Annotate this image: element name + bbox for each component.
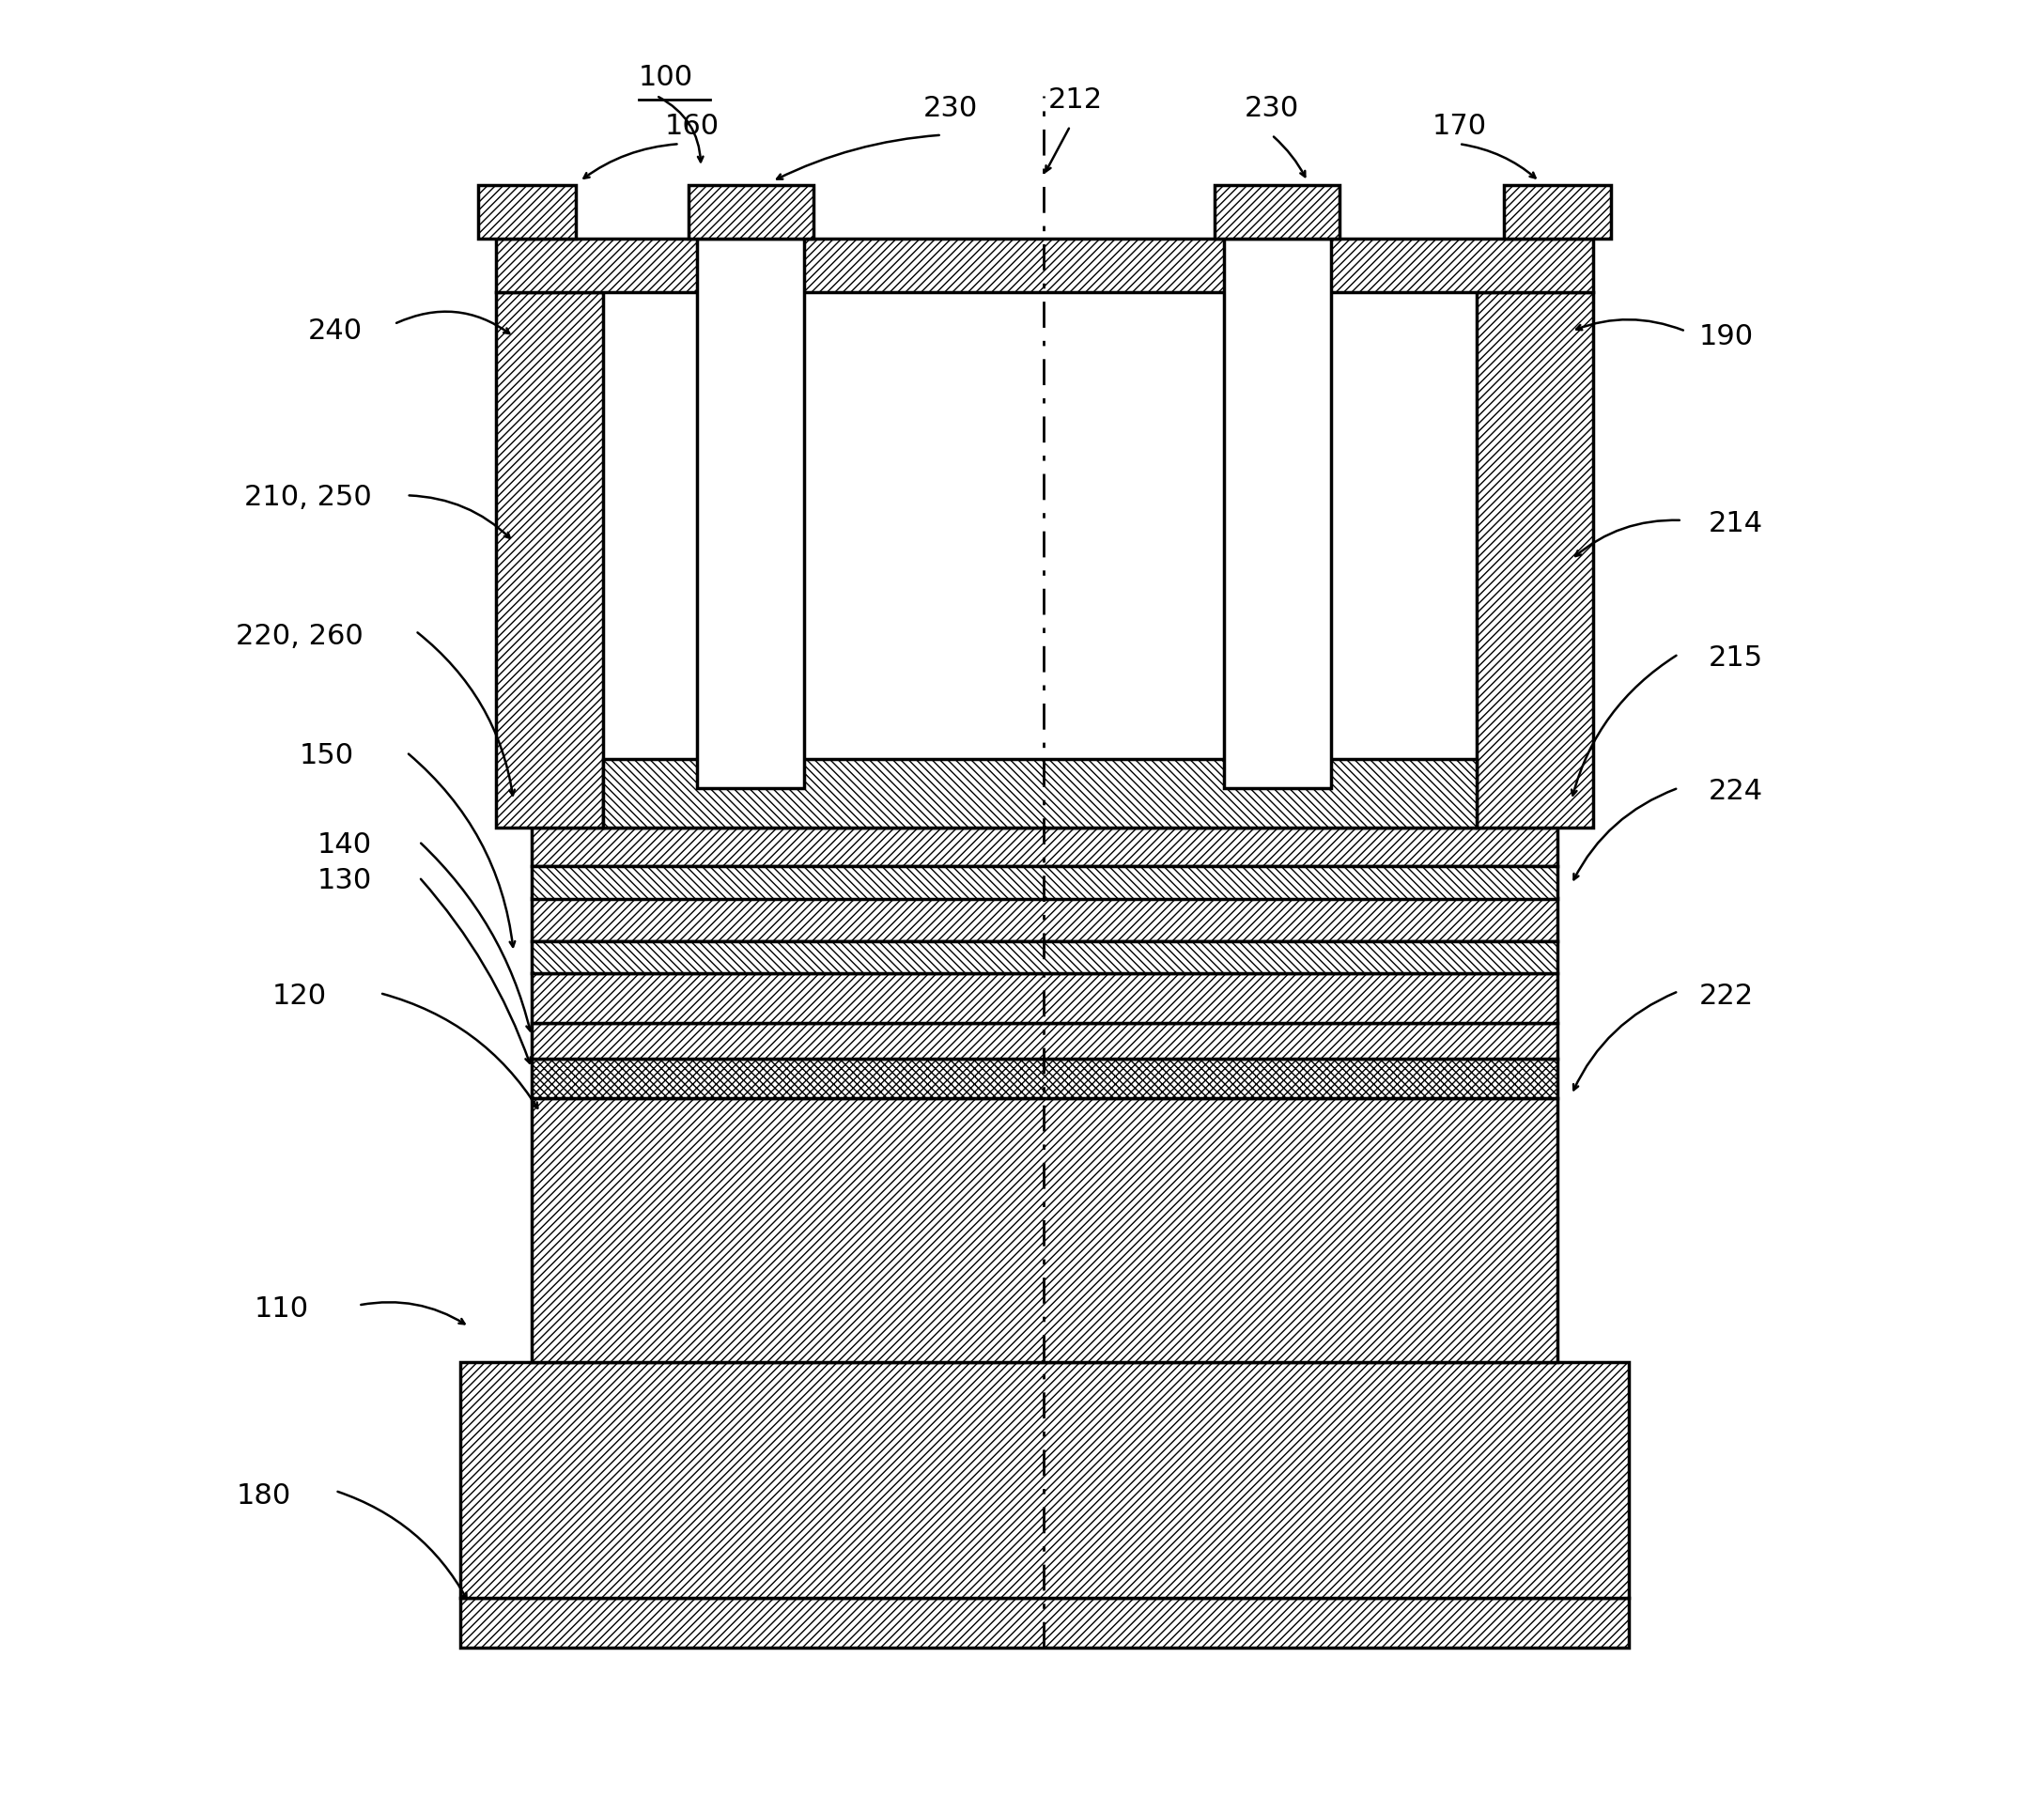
Text: 224: 224 (1709, 778, 1762, 805)
Text: 222: 222 (1699, 983, 1754, 1010)
Bar (497, 291, 603, 827)
Bar (497, 239, 1592, 291)
Bar (1504, 185, 1611, 239)
Bar (603, 760, 1478, 827)
Text: 150: 150 (298, 742, 354, 769)
Bar (1478, 291, 1592, 827)
Text: 215: 215 (1709, 643, 1762, 672)
Bar (531, 1098, 1558, 1362)
Text: 210, 250: 210, 250 (245, 483, 372, 510)
Bar (531, 1022, 1558, 1058)
Text: 220, 260: 220, 260 (235, 622, 364, 651)
Bar (603, 291, 1478, 827)
Text: 170: 170 (1431, 113, 1486, 140)
Bar (1214, 185, 1339, 239)
Text: 100: 100 (638, 65, 693, 92)
Bar (531, 1058, 1558, 1098)
Bar (478, 185, 576, 239)
Bar (1224, 239, 1331, 787)
Bar (460, 1362, 1629, 1598)
Text: 180: 180 (237, 1483, 290, 1509)
Bar (531, 974, 1558, 1022)
Bar (689, 185, 814, 239)
Bar (531, 898, 1558, 942)
Text: 212: 212 (1049, 86, 1104, 113)
Text: 214: 214 (1709, 510, 1762, 537)
Text: 230: 230 (924, 95, 977, 122)
Text: 140: 140 (317, 832, 372, 859)
Bar (460, 1598, 1629, 1648)
Text: 160: 160 (664, 113, 719, 140)
Bar (697, 239, 805, 787)
Text: 110: 110 (253, 1296, 309, 1323)
Text: 190: 190 (1699, 323, 1754, 350)
Text: 120: 120 (272, 983, 327, 1010)
Text: 130: 130 (317, 866, 372, 895)
Bar (531, 827, 1558, 866)
Bar (531, 866, 1558, 898)
Text: 240: 240 (309, 318, 362, 345)
Bar (531, 942, 1558, 974)
Text: 230: 230 (1245, 95, 1300, 122)
